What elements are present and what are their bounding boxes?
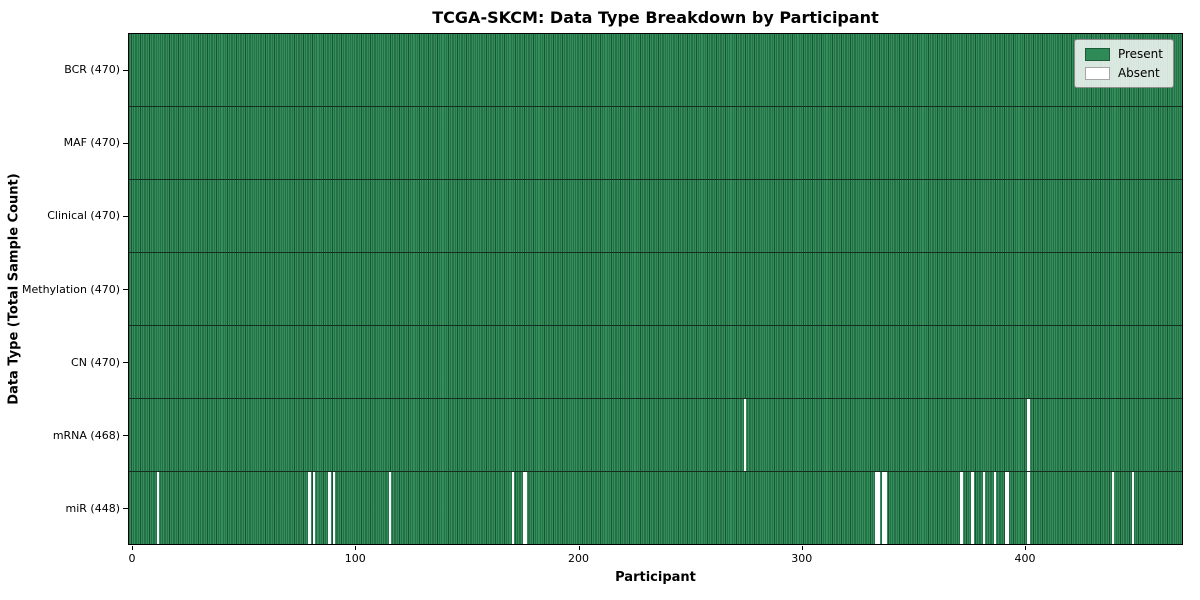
absent-cell-miR-82 [312,472,316,544]
x-tick-label-300: 300 [791,552,813,565]
x-tick-label-0: 0 [128,552,136,565]
y-tick-mark-BCR [123,69,128,71]
absent-cell-miR-377 [971,472,974,544]
y-tick-mark-CN [123,362,128,364]
y-tick-label-mRNA: mRNA (468) [52,428,120,442]
heatmap-row-mRNA [129,399,1182,472]
x-tick-mark-400 [1025,546,1026,550]
absent-cell-miR-382 [982,472,985,544]
y-tick-mark-miR [123,508,128,510]
absent-cell-miR-12 [156,472,159,544]
heatmap-row-CN [129,326,1182,399]
absent-cell-miR-402 [1027,472,1030,544]
heatmap-row-miR [129,472,1182,544]
legend-swatch-absent-icon [1084,66,1110,80]
absent-cell-miR-80 [308,472,311,544]
x-tick-mark-0 [132,546,133,550]
x-tick-mark-200 [578,546,580,550]
heatmap-row-MAF [129,107,1182,180]
absent-cell-miR-392 [1004,472,1008,544]
absent-cell-miR-176 [522,472,525,544]
legend-item-absent: Absent [1084,66,1163,80]
legend-label-absent: Absent [1117,66,1160,80]
absent-cell-miR-337 [882,472,885,544]
x-tick-label-400: 400 [1014,552,1036,565]
absent-cell-miR-372 [960,472,963,544]
heatmap-row-BCR [129,34,1182,107]
absent-cell-mRNA-275 [743,399,746,471]
y-tick-label-Clinical: Clinical (470) [47,209,120,223]
heatmap-row-Methylation [129,253,1182,326]
legend-label-present: Present [1117,47,1163,61]
x-tick-mark-100 [355,546,357,550]
x-tick-mark-300 [801,546,803,550]
y-tick-label-BCR: BCR (470) [64,63,120,77]
absent-cell-miR-440 [1112,472,1115,544]
absent-cell-miR-334 [875,472,878,544]
legend-swatch-present-icon [1084,47,1110,61]
absent-cell-mRNA-402 [1027,399,1030,471]
absent-cell-miR-116 [388,472,392,544]
plot-area: Present Absent [128,33,1183,545]
absent-cell-miR-91 [332,472,336,544]
y-tick-mark-mRNA [123,435,128,437]
x-tick-label-200: 200 [568,552,589,565]
y-tick-label-MAF: MAF (470) [63,136,120,150]
absent-cell-miR-177 [524,472,528,544]
absent-cell-miR-393 [1007,472,1010,544]
y-tick-mark-MAF [123,142,128,144]
y-tick-label-CN: CN (470) [71,355,120,369]
y-tick-mark-Clinical [123,215,128,217]
y-tick-label-miR: miR (448) [65,501,121,515]
absent-cell-miR-171 [511,472,514,544]
legend: Present Absent [1073,39,1174,88]
absent-cell-miR-449 [1132,472,1135,544]
x-axis-label: Participant [615,570,696,585]
heatmap-row-Clinical [129,180,1182,253]
absent-cell-miR-335 [877,472,880,544]
chart-title: TCGA-SKCM: Data Type Breakdown by Partic… [432,8,879,27]
x-tick-label-100: 100 [344,552,366,565]
y-tick-label-Methylation: Methylation (470) [22,282,120,296]
legend-item-present: Present [1084,47,1163,61]
absent-cell-miR-89 [328,472,331,544]
absent-cell-miR-338 [884,472,887,544]
y-tick-mark-Methylation [123,289,128,290]
absent-cell-miR-387 [993,472,997,544]
